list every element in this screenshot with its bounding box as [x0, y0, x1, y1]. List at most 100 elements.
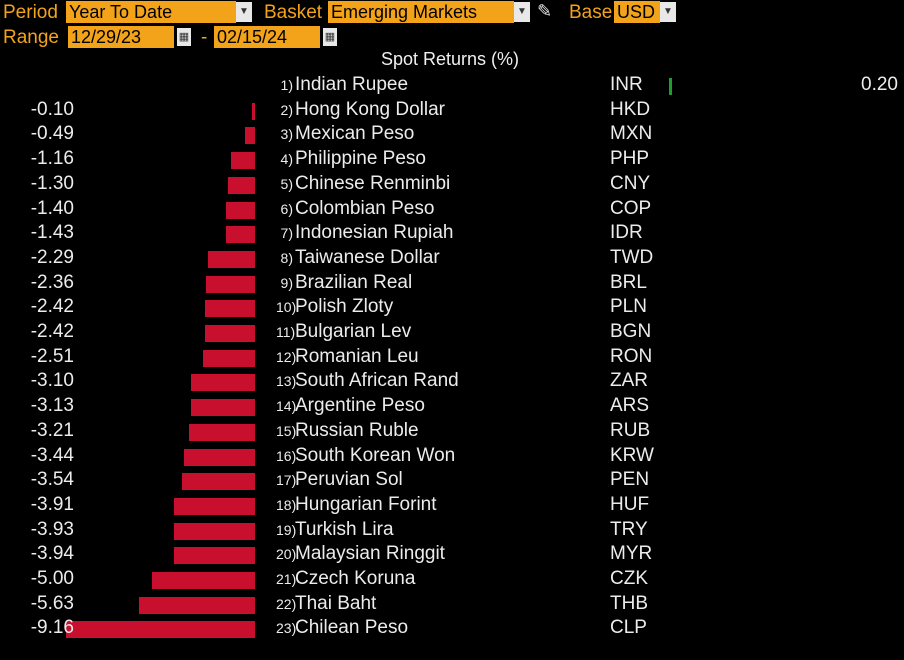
currency-code: IDR	[610, 222, 643, 244]
currency-name[interactable]: Philippine Peso	[295, 148, 426, 170]
bar-row[interactable]: -3.54 17) Peruvian Sol PEN	[0, 468, 904, 492]
currency-name[interactable]: Indian Rupee	[295, 74, 409, 95]
bar-row[interactable]: -3.94 20) Malaysian Ringgit MYR	[0, 542, 904, 566]
bar	[207, 250, 255, 268]
value-label: -3.13	[30, 395, 74, 417]
bar-row[interactable]: -5.00 21) Czech Koruna CZK	[0, 567, 904, 591]
bar-row[interactable]: -3.21 15) Russian Ruble RUB	[0, 419, 904, 443]
bar-row[interactable]: -1.30 5) Chinese Renminbi CNY	[0, 172, 904, 196]
bar-row[interactable]: -3.44 16) South Korean Won KRW	[0, 444, 904, 468]
bar-row[interactable]: -3.93 19) Turkish Lira TRY	[0, 518, 904, 542]
value-label: -0.49	[30, 123, 74, 145]
bar	[228, 176, 255, 194]
currency-code: HUF	[610, 493, 650, 515]
currency-name[interactable]: Peruvian Sol	[295, 469, 403, 491]
currency-name[interactable]: Malaysian Ringgit	[295, 543, 445, 565]
currency-name[interactable]: Taiwanese Dollar	[295, 246, 440, 268]
currency-code: KRW	[610, 444, 654, 466]
value-label: 0.20	[861, 74, 898, 95]
currency-name[interactable]: Turkish Lira	[295, 518, 394, 540]
bar-row[interactable]: 0.20 1) Indian Rupee INR	[0, 73, 904, 97]
currency-name[interactable]: Thai Baht	[295, 592, 377, 614]
currency-name[interactable]: Chilean Peso	[295, 617, 409, 639]
bar-row[interactable]: -1.43 7) Indonesian Rupiah IDR	[0, 221, 904, 245]
rank-label: 22)	[276, 595, 297, 612]
currency-name[interactable]: Colombian Peso	[295, 197, 435, 219]
bar	[205, 300, 255, 318]
currency-code: ZAR	[610, 370, 648, 392]
currency-name[interactable]: Hungarian Forint	[295, 493, 437, 515]
currency-name[interactable]: Russian Ruble	[295, 419, 419, 441]
bar-row[interactable]: -5.63 22) Thai Baht THB	[0, 592, 904, 616]
rank-label: 9)	[280, 274, 293, 291]
period-select[interactable]: Year To Date	[66, 1, 236, 23]
bar	[231, 152, 255, 170]
value-label: -2.42	[30, 296, 74, 318]
bar-row[interactable]: -3.10 13) South African Rand ZAR	[0, 369, 904, 393]
bar	[152, 572, 255, 589]
bar-row[interactable]: -3.91 18) Hungarian Forint HUF	[0, 493, 904, 517]
basket-label: Basket	[264, 2, 323, 23]
rank-label: 19)	[276, 521, 297, 538]
currency-code: MXN	[610, 123, 653, 145]
currency-name[interactable]: Brazilian Real	[295, 271, 413, 293]
pencil-icon[interactable]: ✎	[537, 1, 553, 21]
bar-row[interactable]: -9.16 23) Chilean Peso CLP	[0, 616, 904, 640]
bar	[669, 78, 672, 95]
value-label: -2.51	[30, 345, 74, 367]
basket-select[interactable]: Emerging Markets	[328, 1, 514, 23]
currency-name[interactable]: South African Rand	[295, 370, 459, 392]
start-date-input[interactable]: 12/29/23	[68, 26, 174, 48]
rank-label: 10)	[276, 299, 297, 316]
currency-code: MYR	[610, 543, 653, 565]
basket-dropdown-icon[interactable]: ▼	[514, 2, 530, 22]
bar	[205, 325, 255, 342]
base-select[interactable]: USD	[614, 1, 660, 23]
bar-row[interactable]: -2.36 9) Brazilian Real BRL	[0, 271, 904, 295]
currency-name[interactable]: Mexican Peso	[295, 123, 415, 145]
bar	[206, 275, 255, 293]
currency-code: PLN	[610, 296, 647, 318]
bar-row[interactable]: -2.51 12) Romanian Leu RON	[0, 345, 904, 369]
end-calendar-icon[interactable]: ▦	[323, 28, 337, 46]
bar-row[interactable]: -1.16 4) Philippine Peso PHP	[0, 147, 904, 171]
bar	[66, 621, 255, 639]
rank-label: 15)	[276, 422, 297, 439]
rank-label: 11)	[276, 324, 296, 340]
currency-code: THB	[610, 592, 648, 614]
currency-name[interactable]: Chinese Renminbi	[295, 172, 451, 194]
rank-label: 8)	[280, 249, 293, 266]
currency-name[interactable]: Bulgarian Lev	[295, 321, 412, 342]
currency-name[interactable]: Hong Kong Dollar	[295, 98, 445, 120]
currency-name[interactable]: South Korean Won	[295, 444, 456, 466]
currency-name[interactable]: Romanian Leu	[295, 345, 419, 367]
end-date-input[interactable]: 02/15/24	[214, 26, 320, 48]
start-calendar-icon[interactable]: ▦	[177, 28, 191, 46]
base-dropdown-icon[interactable]: ▼	[660, 2, 676, 22]
bar	[225, 226, 255, 244]
bar-row[interactable]: -1.40 6) Colombian Peso COP	[0, 197, 904, 221]
bar-row[interactable]: -0.10 2) Hong Kong Dollar HKD	[0, 98, 904, 122]
rank-label: 14)	[276, 398, 297, 415]
value-label: -3.21	[30, 419, 74, 441]
bar-row[interactable]: -2.42 11) Bulgarian Lev BGN	[0, 320, 904, 344]
bar-row[interactable]: -0.49 3) Mexican Peso MXN	[0, 122, 904, 146]
value-label: -5.00	[30, 568, 74, 589]
bar-row[interactable]: -2.29 8) Taiwanese Dollar TWD	[0, 246, 904, 270]
rank-label: 17)	[276, 472, 297, 489]
period-dropdown-icon[interactable]: ▼	[236, 2, 252, 22]
bar-row[interactable]: -3.13 14) Argentine Peso ARS	[0, 394, 904, 418]
currency-name[interactable]: Indonesian Rupiah	[295, 222, 454, 244]
rank-label: 18)	[276, 496, 297, 513]
rank-label: 5)	[280, 175, 293, 192]
currency-name[interactable]: Polish Zloty	[295, 296, 394, 318]
currency-name[interactable]: Czech Koruna	[295, 568, 416, 589]
currency-code: PEN	[610, 469, 650, 491]
value-label: -1.43	[30, 222, 74, 244]
bar-row[interactable]: -2.42 10) Polish Zloty PLN	[0, 295, 904, 319]
value-label: -3.10	[30, 370, 74, 392]
currency-name[interactable]: Argentine Peso	[295, 395, 425, 417]
rank-label: 12)	[276, 348, 297, 365]
currency-code: RUB	[610, 419, 651, 441]
currency-code: COP	[610, 197, 652, 219]
